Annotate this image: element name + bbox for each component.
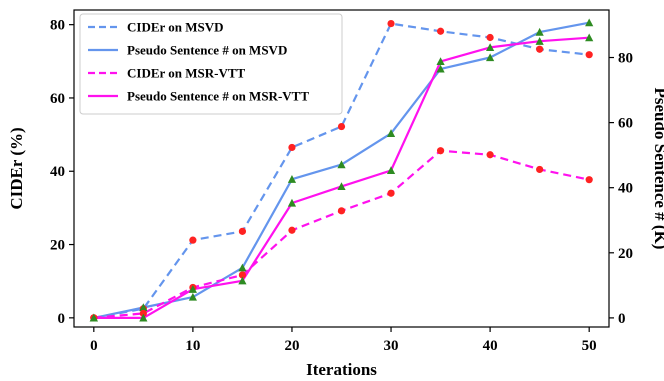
series-2-point bbox=[238, 263, 247, 272]
series-1-point bbox=[486, 33, 494, 42]
legend-label-3: CIDEr on MSR-VTT bbox=[127, 66, 246, 81]
x-tick-label: 40 bbox=[483, 338, 498, 354]
series-3-point bbox=[585, 176, 593, 184]
series-2-point bbox=[436, 64, 445, 73]
series-2-point bbox=[139, 303, 148, 312]
series-1-point bbox=[337, 122, 346, 131]
series-4-point bbox=[188, 285, 197, 293]
series-2-point bbox=[287, 175, 297, 183]
series-4-point bbox=[287, 198, 297, 207]
y-right-tick-label: 0 bbox=[618, 311, 626, 327]
series-3-point bbox=[486, 151, 494, 159]
x-tick-label: 0 bbox=[90, 338, 98, 354]
series-2-point bbox=[188, 292, 197, 301]
series-3-point bbox=[139, 309, 147, 318]
x-axis-title: Iterations bbox=[306, 360, 377, 379]
series-4-point bbox=[535, 37, 544, 45]
y-right-axis-title: Pseudo Sentence # (K) bbox=[651, 88, 664, 250]
series-1-point bbox=[238, 227, 247, 235]
y-left-tick-label: 60 bbox=[50, 91, 65, 107]
series-1-point bbox=[387, 19, 395, 28]
legend-box bbox=[79, 13, 343, 115]
legend-label-1: CIDEr on MSVD bbox=[127, 20, 224, 35]
y-left-tick-label: 40 bbox=[50, 164, 65, 180]
series-4-point bbox=[486, 43, 495, 52]
y-right-tick-label: 60 bbox=[618, 116, 633, 132]
legend-label-2: Pseudo Sentence # on MSVD bbox=[127, 43, 287, 58]
y-left-tick-label: 80 bbox=[50, 18, 65, 34]
series-3-point bbox=[387, 189, 395, 197]
series-1-point bbox=[436, 27, 445, 35]
y-left-axis-title: CIDEr (%) bbox=[7, 127, 26, 209]
series-4-point bbox=[386, 166, 396, 175]
series-2-point bbox=[585, 18, 594, 27]
series-2-point bbox=[386, 129, 396, 137]
series-1-point bbox=[536, 45, 544, 53]
x-tick-label: 30 bbox=[384, 338, 399, 354]
y-right-tick-label: 20 bbox=[618, 246, 633, 262]
series-line-1 bbox=[93, 22, 590, 319]
y-right-tick-label: 80 bbox=[618, 51, 633, 67]
series-3-point bbox=[337, 207, 346, 215]
series-4-point bbox=[238, 276, 247, 285]
series-1-point bbox=[585, 51, 593, 59]
series-2-point bbox=[486, 53, 495, 62]
series-4-point bbox=[585, 33, 594, 42]
y-left-tick-label: 0 bbox=[58, 311, 66, 327]
series-3-point bbox=[436, 147, 445, 155]
plot-frame bbox=[73, 9, 610, 328]
series-4-point bbox=[436, 57, 445, 66]
series-3-point bbox=[536, 165, 544, 174]
series-2-point bbox=[535, 27, 544, 36]
series-2-point bbox=[337, 160, 346, 169]
legend-label-4: Pseudo Sentence # on MSR-VTT bbox=[127, 89, 309, 104]
series-1-point bbox=[288, 143, 296, 152]
series-4-point bbox=[337, 182, 346, 191]
x-tick-label: 10 bbox=[185, 338, 200, 354]
series-3-point bbox=[238, 271, 247, 279]
y-right-tick-label: 40 bbox=[618, 181, 633, 197]
x-tick-label: 20 bbox=[284, 338, 299, 354]
y-left-tick-label: 20 bbox=[50, 238, 65, 254]
series-4-point bbox=[89, 313, 98, 322]
x-tick-label: 50 bbox=[582, 338, 597, 354]
series-3-point bbox=[288, 226, 296, 234]
series-4-point bbox=[139, 313, 148, 322]
series-line-3 bbox=[93, 149, 590, 319]
series-1-point bbox=[189, 236, 197, 244]
